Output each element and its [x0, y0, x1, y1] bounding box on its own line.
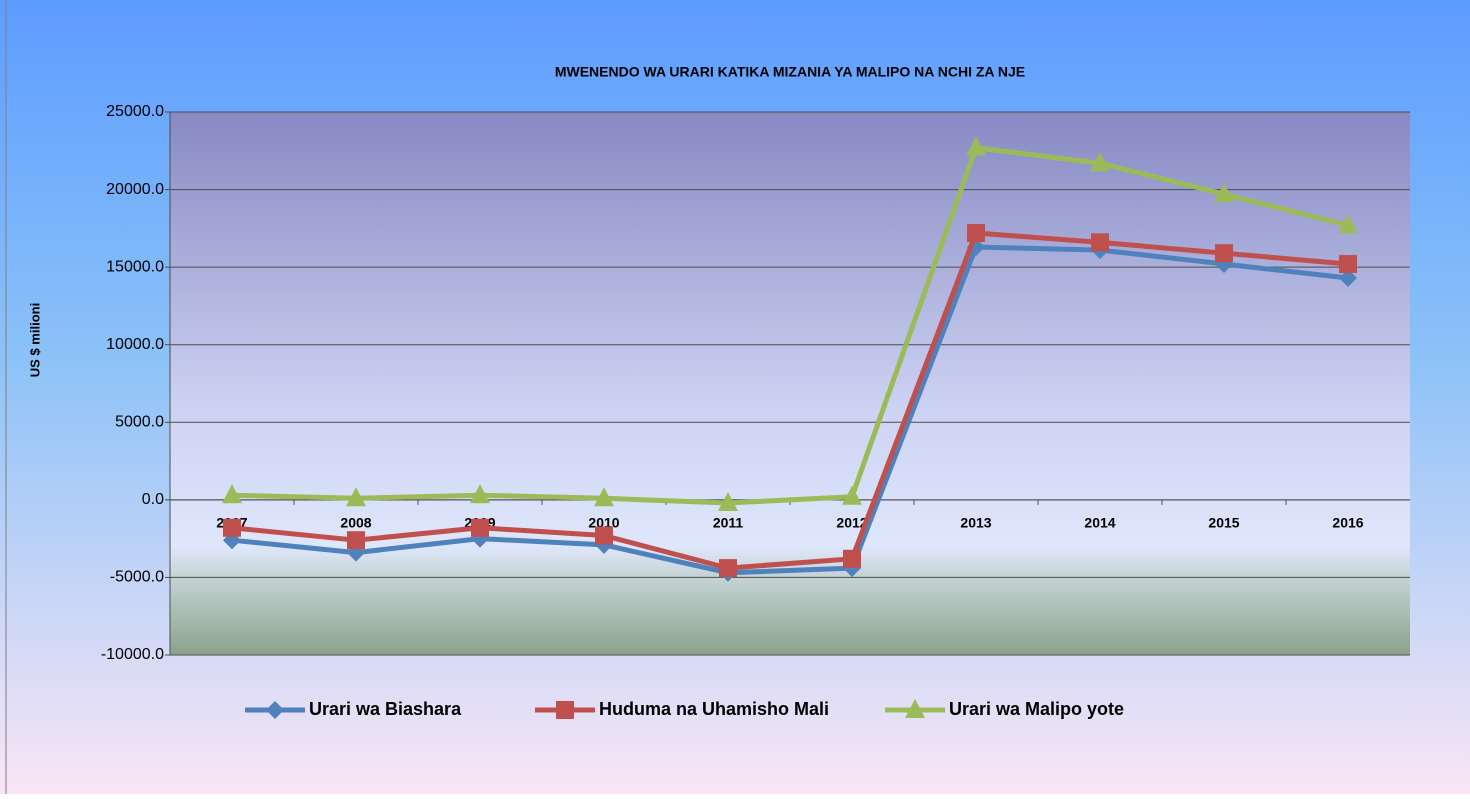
x-tick-label: 2016 — [1332, 515, 1363, 531]
marker — [556, 701, 574, 719]
legend-label: Urari wa Biashara — [309, 699, 462, 719]
marker — [967, 224, 985, 243]
marker — [594, 487, 614, 507]
x-tick-label: 2008 — [340, 515, 371, 531]
y-tick-label: 15000.0 — [106, 258, 164, 275]
marker — [470, 484, 490, 504]
series-line — [231, 230, 1349, 571]
marker — [1215, 244, 1233, 263]
marker — [223, 518, 241, 537]
marker — [471, 518, 489, 537]
x-tick-label: 2012 — [836, 515, 867, 531]
y-tick-label: 5000.0 — [115, 414, 164, 431]
marker — [266, 701, 284, 719]
y-tick-label: 20000.0 — [106, 181, 164, 198]
marker — [346, 487, 366, 507]
marker — [1338, 214, 1358, 234]
legend-label: Urari wa Malipo yote — [949, 699, 1124, 719]
y-tick-label: 0.0 — [142, 491, 164, 508]
marker — [347, 531, 365, 550]
marker — [1339, 255, 1357, 274]
marker — [843, 549, 861, 568]
marker — [718, 491, 738, 511]
y-tick-label: 25000.0 — [106, 103, 164, 120]
marker — [842, 485, 862, 505]
x-tick-label: 2011 — [713, 515, 744, 531]
chart-title: MWENENDO WA URARI KATIKA MIZANIA YA MALI… — [555, 64, 1025, 80]
marker — [719, 559, 737, 578]
marker — [1339, 269, 1357, 288]
marker — [1090, 152, 1110, 172]
y-axis-title: US $ milioni — [27, 303, 42, 377]
x-tick-label: 2015 — [1208, 515, 1239, 531]
legend-label: Huduma na Uhamisho Mali — [599, 699, 829, 719]
x-tick-label: 2013 — [960, 515, 991, 531]
series-line — [231, 145, 1349, 506]
marker — [222, 484, 242, 504]
y-tick-label: 10000.0 — [106, 336, 164, 353]
y-tick-label: -10000.0 — [101, 646, 164, 663]
x-tick-label: 2014 — [1084, 515, 1115, 531]
marker — [595, 526, 613, 545]
marker — [966, 136, 986, 156]
series-line — [231, 244, 1349, 576]
marker — [1091, 233, 1109, 252]
marker — [905, 699, 925, 718]
y-tick-label: -5000.0 — [110, 569, 164, 586]
marker — [1214, 183, 1234, 203]
